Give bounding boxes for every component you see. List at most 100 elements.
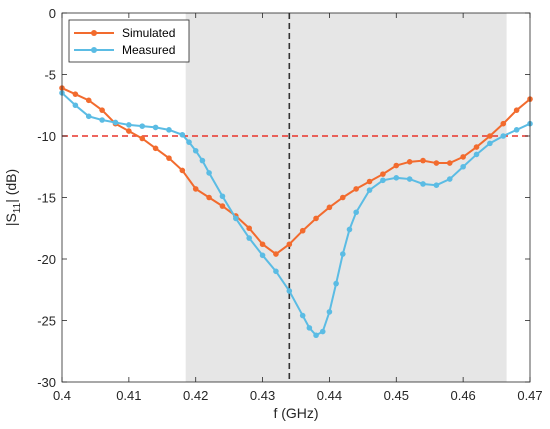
data-point-simulated xyxy=(286,241,293,248)
data-point-simulated xyxy=(219,203,226,209)
data-point-simulated xyxy=(420,157,426,164)
data-point-simulated xyxy=(192,186,199,192)
y-axis-label-subscript: 11 xyxy=(12,202,23,213)
data-point-simulated xyxy=(179,167,186,174)
data-point-measured xyxy=(326,309,333,315)
data-point-simulated xyxy=(500,120,507,127)
legend-label-simulated: Simulated xyxy=(122,26,175,40)
data-point-measured xyxy=(420,181,426,187)
data-point-simulated xyxy=(460,154,466,160)
data-point-simulated xyxy=(393,162,400,169)
legend-marker-measured xyxy=(91,47,97,53)
x-tick-label: 0.42 xyxy=(183,388,208,403)
data-point-simulated xyxy=(206,194,212,201)
x-tick-label: 0.44 xyxy=(317,388,342,403)
data-point-measured xyxy=(186,139,192,145)
data-point-simulated xyxy=(433,160,440,166)
data-point-measured xyxy=(487,140,493,147)
data-point-simulated xyxy=(446,160,453,166)
data-point-simulated xyxy=(166,155,172,161)
data-point-simulated xyxy=(72,91,79,97)
data-point-measured xyxy=(446,176,453,182)
data-point-measured xyxy=(192,147,199,154)
series-layer xyxy=(59,85,533,339)
legend-label-measured: Measured xyxy=(122,43,175,57)
data-point-measured xyxy=(152,124,159,131)
data-point-simulated xyxy=(99,107,105,113)
x-axis-label: f (GHz) xyxy=(273,405,318,421)
data-point-measured xyxy=(99,117,105,123)
y-tick-label: -10 xyxy=(37,129,56,144)
data-point-simulated xyxy=(406,159,413,165)
y-tick-label: -20 xyxy=(37,252,56,267)
y-tick-label: -5 xyxy=(44,68,56,83)
data-point-simulated xyxy=(353,186,359,192)
reference-lines-layer xyxy=(62,13,530,382)
data-point-measured xyxy=(313,332,319,339)
data-point-measured xyxy=(433,182,440,188)
x-tick-label: 0.47 xyxy=(517,388,542,403)
data-point-simulated xyxy=(380,171,386,177)
data-point-measured xyxy=(513,127,520,133)
data-point-measured xyxy=(500,133,507,139)
data-point-measured xyxy=(319,328,326,335)
data-point-measured xyxy=(259,252,266,259)
data-point-simulated xyxy=(273,251,279,257)
y-tick-label: -15 xyxy=(37,191,56,206)
data-point-simulated xyxy=(513,107,520,113)
data-point-measured xyxy=(333,280,339,287)
ticks-layer: 0.4 0.41 0.42 0.43 0.44 0.45 0.46 0.47 0 -5 -10 -15… xyxy=(37,6,542,403)
data-point-measured xyxy=(166,127,172,133)
data-point-measured xyxy=(139,123,146,129)
data-point-simulated xyxy=(366,178,373,185)
legend: Simulated Measured xyxy=(68,19,190,63)
data-point-measured xyxy=(246,235,252,241)
data-point-measured xyxy=(353,209,359,216)
data-point-measured xyxy=(273,268,279,275)
data-point-simulated xyxy=(326,204,333,211)
y-axis-label-suffix: | (dB) xyxy=(3,169,19,203)
data-point-simulated xyxy=(473,144,480,150)
data-point-simulated xyxy=(313,215,319,222)
data-point-measured xyxy=(126,122,132,128)
shaded-band xyxy=(185,13,507,382)
data-point-simulated xyxy=(152,145,159,152)
data-point-measured xyxy=(72,102,79,109)
data-point-measured xyxy=(233,215,239,222)
data-point-measured xyxy=(112,119,119,126)
y-axis-label-prefix: |S xyxy=(3,213,19,226)
legend-box xyxy=(68,19,190,63)
y-axis-label: |S11| (dB) xyxy=(3,169,23,226)
data-point-simulated xyxy=(85,97,92,104)
data-point-simulated xyxy=(259,241,266,248)
data-point-measured xyxy=(460,163,466,170)
x-tick-label: 0.45 xyxy=(384,388,409,403)
data-point-measured xyxy=(406,176,413,182)
y-tick-label: -25 xyxy=(37,314,56,329)
data-point-measured xyxy=(286,288,293,294)
data-point-simulated xyxy=(340,194,346,201)
data-point-measured xyxy=(393,175,400,181)
data-point-simulated xyxy=(246,225,252,232)
x-tick-label: 0.43 xyxy=(250,388,275,403)
data-point-measured xyxy=(380,177,386,184)
shaded-band-layer xyxy=(185,13,507,382)
data-point-measured xyxy=(199,157,206,164)
data-point-simulated xyxy=(126,128,132,134)
data-point-simulated xyxy=(299,227,306,234)
data-point-measured xyxy=(340,251,346,257)
data-point-measured xyxy=(306,325,313,331)
data-point-measured xyxy=(473,151,480,158)
data-point-measured xyxy=(179,131,186,138)
data-point-simulated xyxy=(487,133,493,139)
legend-marker-simulated xyxy=(91,30,97,36)
data-point-measured xyxy=(366,187,373,193)
data-point-measured xyxy=(219,193,226,200)
y-tick-label: -30 xyxy=(37,375,56,390)
data-point-measured xyxy=(299,312,306,319)
x-tick-label: 0.41 xyxy=(116,388,141,403)
y-tick-label: 0 xyxy=(49,6,56,21)
data-point-simulated xyxy=(139,135,146,142)
x-tick-label: 0.46 xyxy=(450,388,475,403)
